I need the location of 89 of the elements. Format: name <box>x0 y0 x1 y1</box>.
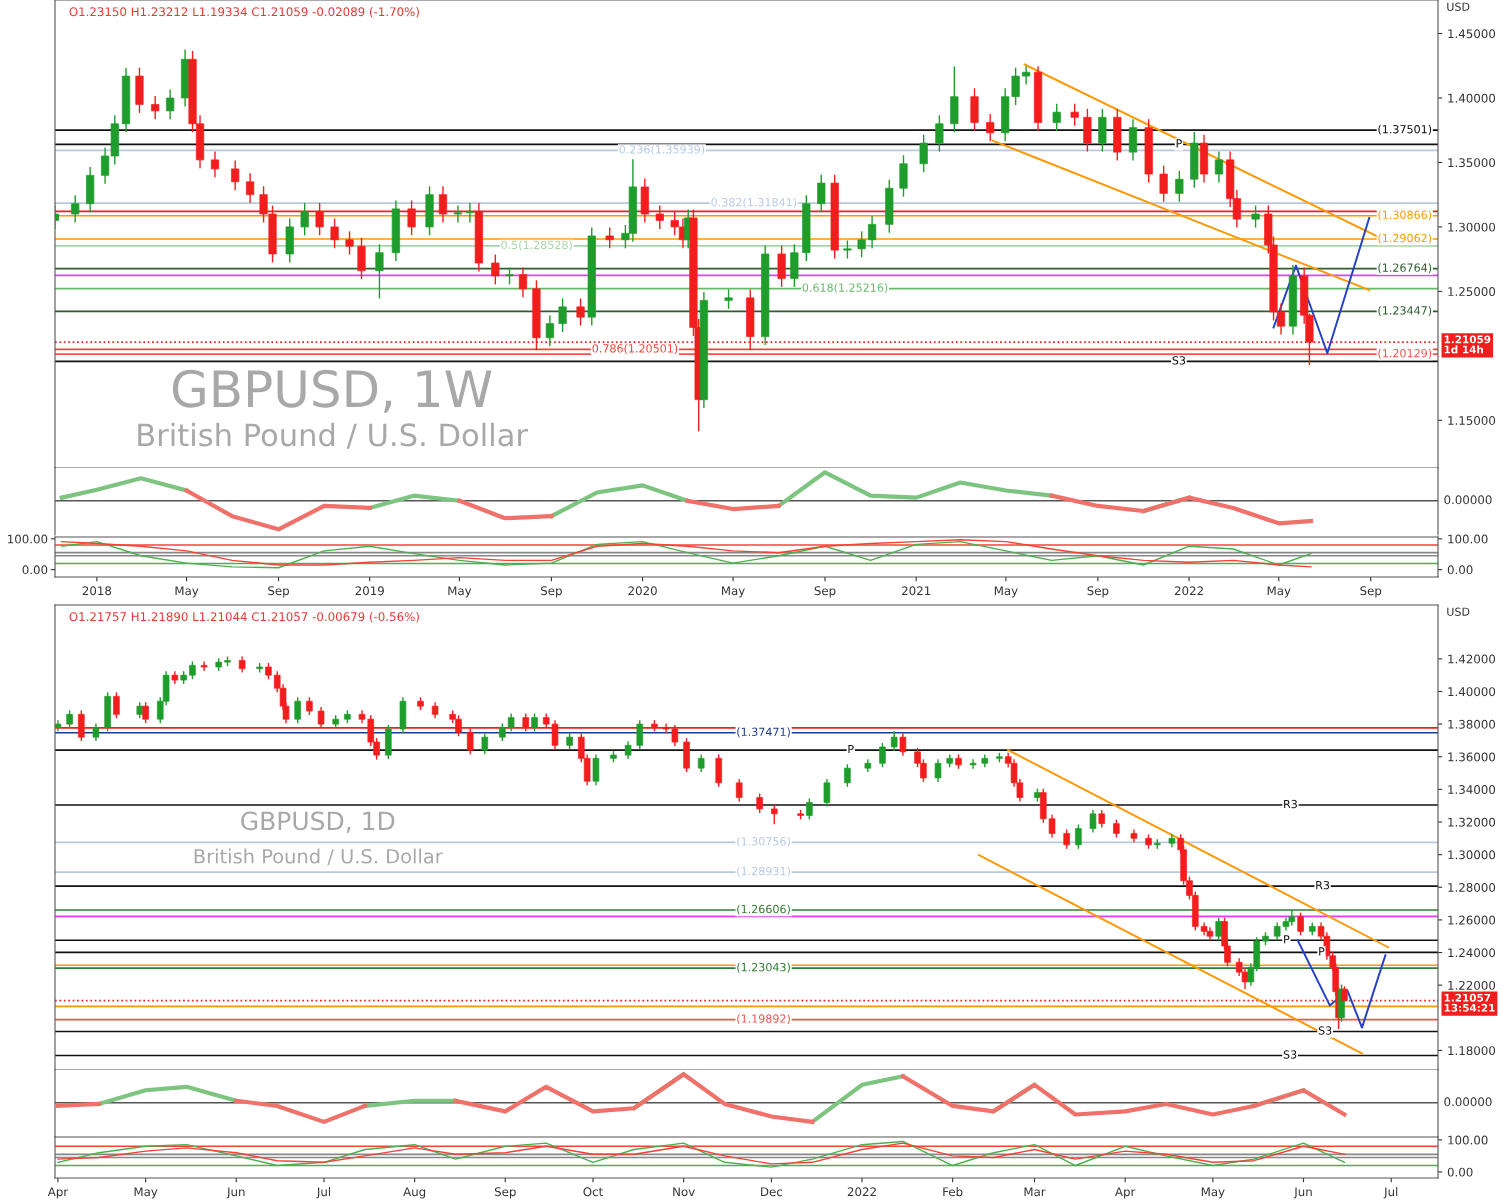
x-tick-label: Jul <box>1383 1187 1398 1199</box>
y-tick-label: 100.00 <box>1448 1135 1488 1145</box>
annotation: (1.26606) <box>737 904 790 915</box>
y-tick-label: 1.30000 <box>1448 222 1496 232</box>
text: GBPUSD, 1W <box>172 369 492 413</box>
y-tick-label: 1.18000 <box>1448 1046 1496 1056</box>
annotation: P <box>848 745 854 754</box>
ref-line-label: 0.00000 <box>1444 495 1492 505</box>
annotation: P <box>1284 935 1290 944</box>
annotation: 0.5(1.28528) <box>501 240 572 251</box>
x-tick-label: Sep <box>1360 586 1382 598</box>
x-tick-label: 2022 <box>847 1187 876 1197</box>
annotation: P <box>1176 139 1182 148</box>
text: British Pound / U.S. Dollar <box>138 422 528 449</box>
x-tick-label: May <box>722 586 745 598</box>
annotation: (1.23447) <box>1378 306 1432 316</box>
x-tick-label: Mar <box>1024 1187 1046 1197</box>
x-tick-label: 2021 <box>902 586 931 596</box>
x-tick-label: 2018 <box>82 586 112 596</box>
annotation: (1.37501) <box>1378 124 1432 135</box>
annotation: R3 <box>1316 880 1330 890</box>
x-tick-label: Sep <box>1087 586 1109 598</box>
x-tick-label: May <box>1267 586 1291 598</box>
text: British Pound / U.S. Dollar <box>194 848 443 866</box>
y-tick-label: 1.45000 <box>1448 29 1496 39</box>
annotation: P <box>1319 947 1325 956</box>
x-tick-label: Aug <box>403 1187 426 1199</box>
x-tick-label: May <box>134 1187 158 1199</box>
y-axis-title: USD <box>1447 607 1470 616</box>
x-tick-label: Sep <box>541 586 562 598</box>
annotation: 0.382(1.31841) <box>711 197 797 208</box>
x-tick-label: Oct <box>583 1187 603 1197</box>
annotation: 0.618(1.25216) <box>802 283 888 294</box>
annotation: S3 <box>1172 356 1186 365</box>
y-axis-title: USD <box>1447 2 1470 11</box>
y-tick-label: 1.25000 <box>1448 287 1496 297</box>
x-tick-label: May <box>1201 1187 1225 1199</box>
x-tick-label: Feb <box>943 1187 963 1197</box>
x-tick-label: May <box>994 586 1018 598</box>
annotation: O1.23150 H1.23212 L1.19334 C1.21059 -0.02089 (-1.70%) <box>69 7 419 18</box>
annotation: S3 <box>1283 1050 1297 1059</box>
annotation: (1.30866) <box>1378 210 1432 221</box>
y-tick-label: 1.15000 <box>1448 416 1496 425</box>
y-tick-label: 1.35000 <box>1448 158 1496 168</box>
y-tick-label: 1.40000 <box>1448 93 1496 103</box>
annotation: (1.20129) <box>1378 348 1432 359</box>
y-tick-label: 1.26000 <box>1448 915 1496 925</box>
x-tick-label: 2022 <box>1174 586 1203 596</box>
x-tick-label: Dec <box>761 1187 783 1197</box>
annotation: (1.26764) <box>1378 263 1432 274</box>
y-tick-label: 1.28000 <box>1448 882 1496 892</box>
y-tick-label: 1.34000 <box>1448 785 1496 795</box>
x-tick-label: Jun <box>226 1187 245 1199</box>
annotation: (1.23043) <box>737 962 790 973</box>
ref-line-label: 1.21057 13:54:21 <box>1444 993 1495 1012</box>
x-tick-label: Sep <box>494 1187 516 1199</box>
annotation: (1.28931) <box>737 866 790 877</box>
annotation: (1.19892) <box>737 1014 790 1025</box>
y-tick-label: 1.36000 <box>1448 752 1496 762</box>
x-tick-label: Sep <box>268 586 289 598</box>
annotation: 0.786(1.20501) <box>592 344 678 354</box>
ref-line-label: 0.00000 <box>1444 1097 1492 1107</box>
y-tick-label: 1.24000 <box>1448 948 1496 958</box>
x-tick-label: 2019 <box>355 586 384 596</box>
annotation: (1.29062) <box>1378 233 1432 244</box>
ref-line-label: 1.21059 1d 14h <box>1444 335 1491 354</box>
annotation: R3 <box>1284 799 1297 809</box>
x-tick-label: Jun <box>1293 1187 1312 1199</box>
annotation: O1.21757 H1.21890 L1.21044 C1.21057 -0.00679 (-0.56%) <box>69 611 419 623</box>
annotation: S3 <box>1318 1026 1332 1035</box>
y-tick-label: 1.38000 <box>1448 719 1496 729</box>
x-tick-label: Apr <box>47 1187 69 1199</box>
annotation: (1.30756) <box>737 836 790 847</box>
x-tick-label: Apr <box>1115 1187 1136 1199</box>
y-tick-label: 1.40000 <box>1448 687 1496 697</box>
x-tick-label: May <box>175 586 199 598</box>
y-tick-label: 0.00 <box>1447 1167 1473 1177</box>
text: GBPUSD, 1D <box>241 811 395 833</box>
y-tick-label: 1.32000 <box>1448 817 1496 827</box>
x-tick-label: Jul <box>316 1187 331 1199</box>
x-tick-label: Sep <box>814 586 836 598</box>
annotation: 0.236(1.35939) <box>619 144 705 155</box>
x-tick-label: Nov <box>673 1187 695 1197</box>
y-tick-label: 1.42000 <box>1448 654 1496 664</box>
y-tick-label: 1.30000 <box>1448 850 1496 860</box>
x-tick-label: May <box>448 586 472 598</box>
y-tick-label: 1.22000 <box>1448 980 1496 990</box>
annotation: (1.37471) <box>737 727 790 738</box>
x-tick-label: 2020 <box>628 586 657 596</box>
